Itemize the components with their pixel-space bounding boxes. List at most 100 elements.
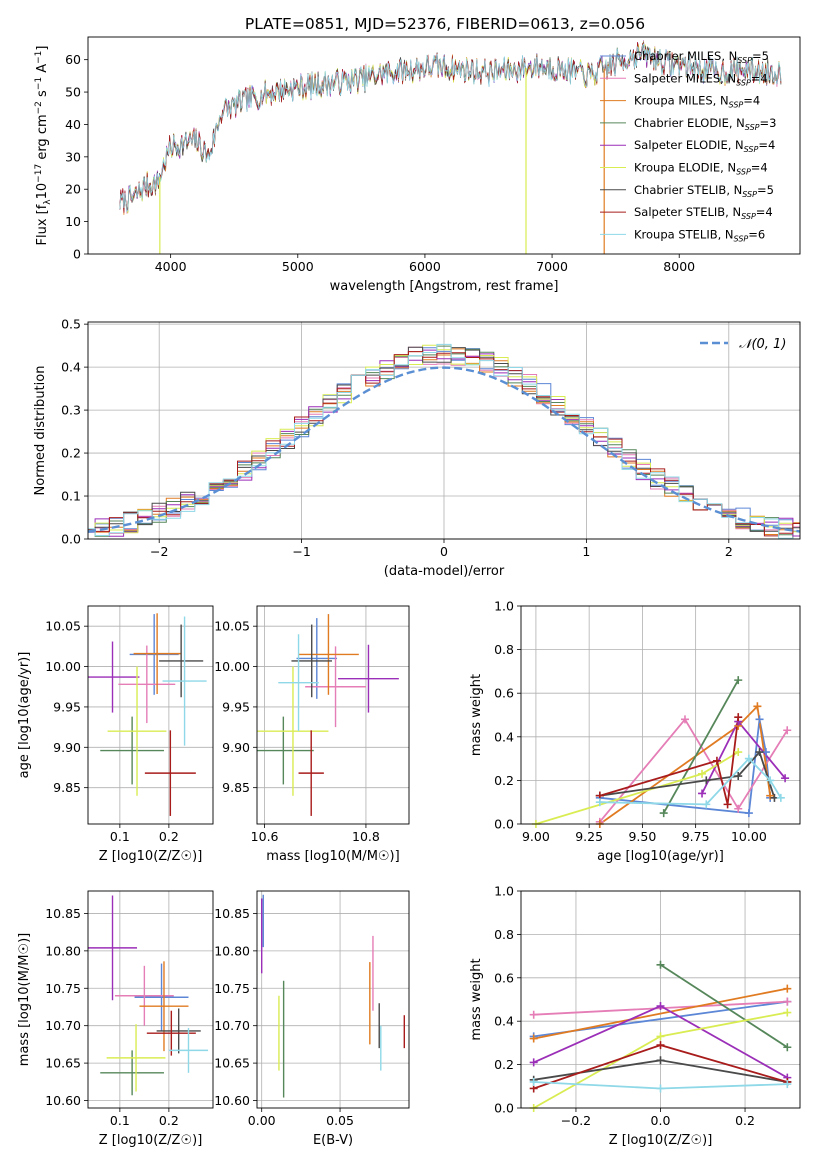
weight-marker-kroupa-stelib (744, 754, 753, 763)
weight-marker-salpeter-elodie (781, 774, 790, 783)
weight-marker-kroupa-miles (529, 1034, 538, 1043)
spectrum-legend: Chabrier MILES, NSSP=5 Salpeter MILES, NS… (600, 49, 776, 243)
legend-label-salpeter-elodie: Salpeter ELODIE, NSSP=4 (634, 138, 775, 154)
x-tick-label: 5000 (282, 259, 314, 274)
x-tick-label: 1 (582, 544, 590, 559)
y-tick-label: 0.5 (61, 317, 81, 332)
y-tick-label: 9.85 (53, 780, 81, 795)
y-tick-label: 0.4 (494, 1014, 514, 1029)
weight-marker-chabrier-stelib (755, 748, 764, 757)
x-tick-label: 0.2 (735, 1113, 755, 1128)
legend-label-salpeter-miles: Salpeter MILES, NSSP=4 (634, 71, 768, 87)
plot-area (88, 895, 209, 1096)
y-tick-label: 0.0 (494, 1101, 514, 1116)
y-tick-label: 0.6 (494, 686, 514, 701)
weight-marker-kroupa-stelib (595, 798, 604, 807)
weight-marker-chabrier-stelib (702, 776, 711, 785)
y-tick-label: 10.65 (214, 1056, 250, 1071)
age-vs-metallicity-plot: 0.1 0.2 9.85 9.90 9.95 10.00 10.05 Z [log10(Z/Z… (17, 605, 214, 864)
weight-marker-salpeter-elodie (529, 1058, 538, 1067)
x-axis-label: Z [log10(Z/Z☉)] (609, 1133, 713, 1148)
y-tick-label: 0.0 (61, 532, 81, 547)
y-tick-label: 9.95 (53, 699, 81, 714)
x-tick-label: 0 (440, 544, 448, 559)
weight-marker-kroupa-stelib (776, 793, 785, 802)
y-tick-label: 1.0 (494, 884, 514, 899)
y-tick-label: 10.70 (45, 1018, 81, 1033)
plot-area (535, 679, 788, 824)
weight-marker-chabrier-miles (755, 715, 764, 724)
weight-marker-kroupa-elodie (698, 769, 707, 778)
weight-marker-salpeter-elodie (698, 789, 707, 798)
x-axis-label: Z [log10(Z/Z☉)] (99, 849, 203, 864)
y-tick-label: 10.00 (214, 659, 250, 674)
weight-marker-chabrier-stelib (656, 1056, 665, 1065)
y-tick-label: 0.0 (494, 817, 514, 832)
weight-line-kroupa-miles (533, 987, 788, 1040)
age-vs-mass-plot: 10.6 10.8 9.85 9.90 9.95 10.00 10.05 mass [log1… (214, 605, 410, 864)
y-tick-label: 10.00 (45, 659, 81, 674)
weight-marker-kroupa-elodie (656, 1032, 665, 1041)
y-tick-label: 10.75 (45, 981, 81, 996)
x-tick-label: 4000 (155, 259, 187, 274)
weight-marker-chabrier-elodie (783, 1043, 792, 1052)
y-tick-label: 10.80 (45, 943, 81, 958)
weight-marker-salpeter-elodie (656, 1002, 665, 1011)
y-tick-label: 0.8 (494, 642, 514, 657)
weight-marker-salpeter-miles (529, 1010, 538, 1019)
legend-label-salpeter-stelib: Salpeter STELIB, NSSP=4 (634, 205, 773, 221)
y-axis-label: mass [log10(M/M☉)] (17, 933, 32, 1066)
weight-marker-salpeter-stelib (656, 1041, 665, 1050)
y-tick-label: 9.90 (222, 740, 250, 755)
axes-frame (520, 605, 801, 825)
axes-frame (87, 890, 214, 1109)
legend-label-chabrier-elodie: Chabrier ELODIE, NSSP=3 (634, 116, 776, 132)
weight-marker-chabrier-stelib (734, 772, 743, 781)
axes-frame (87, 321, 801, 540)
x-axis-label: wavelength [Angstrom, rest frame] (330, 279, 559, 294)
weight-marker-kroupa-stelib (656, 1084, 665, 1093)
spectrum-plot: 4000 5000 6000 7000 8000 0 10 20 30 40 50 60 wavelen… (34, 36, 801, 294)
y-tick-label: 10.85 (45, 906, 81, 921)
y-tick-label: 10.60 (214, 1093, 250, 1108)
x-tick-label: 0.2 (159, 1113, 179, 1128)
axes-frame (256, 605, 410, 825)
weight-marker-kroupa-elodie (783, 1008, 792, 1017)
legend-label-kroupa-stelib: Kroupa STELIB, NSSP=6 (634, 227, 765, 243)
legend-label-kroupa-miles: Kroupa MILES, NSSP=4 (634, 94, 760, 110)
plot-area (261, 894, 405, 1098)
weight-marker-kroupa-miles (783, 984, 792, 993)
axes-frame (87, 605, 214, 825)
y-axis-label: mass weight (469, 958, 484, 1040)
plot-area (257, 614, 399, 816)
x-tick-label: 0.0 (651, 1113, 671, 1128)
weight-line-chabrier-elodie (660, 964, 788, 1048)
residual-histogram-plot: −2 −1 0 1 2 0.0 0.1 0.2 0.3 0.4 0.5 (data-model)/er… (33, 317, 801, 579)
weight-marker-salpeter-miles (734, 804, 743, 813)
y-tick-label: 40 (65, 117, 81, 132)
y-axis-label: Flux [fλ10−17 erg cm−2 s−1 A−1] (34, 46, 53, 246)
y-tick-label: 0.4 (61, 360, 81, 375)
y-tick-label: 10 (65, 214, 81, 229)
normal-curve (88, 366, 800, 533)
y-tick-label: 10.75 (214, 981, 250, 996)
weight-line-chabrier-elodie (662, 679, 739, 814)
x-tick-label: 0.2 (159, 829, 179, 844)
weight-marker-kroupa-elodie (734, 748, 743, 757)
weight-marker-salpeter-miles (783, 726, 792, 735)
x-tick-label: 0.00 (248, 1113, 276, 1128)
y-tick-label: 0.2 (494, 1057, 514, 1072)
x-axis-label: (data-model)/error (384, 564, 505, 579)
x-tick-label: 9.75 (682, 829, 710, 844)
y-tick-label: 60 (65, 52, 81, 67)
x-tick-label: 6000 (409, 259, 441, 274)
x-tick-label: 9.25 (575, 829, 603, 844)
y-tick-label: 0 (73, 247, 81, 262)
mass-vs-ebv-plot: 0.00 0.05 10.60 10.65 10.70 10.75 10.80 10.85 E(… (214, 890, 410, 1148)
legend-label-normal: 𝒩(0, 1) (739, 337, 786, 352)
x-axis-label: Z [log10(Z/Z☉)] (99, 1133, 203, 1148)
weight-marker-kroupa-stelib (766, 776, 775, 785)
x-axis-label: age [log10(age/yr)] (597, 849, 724, 864)
legend-label-kroupa-elodie: Kroupa ELODIE, NSSP=4 (634, 161, 768, 177)
